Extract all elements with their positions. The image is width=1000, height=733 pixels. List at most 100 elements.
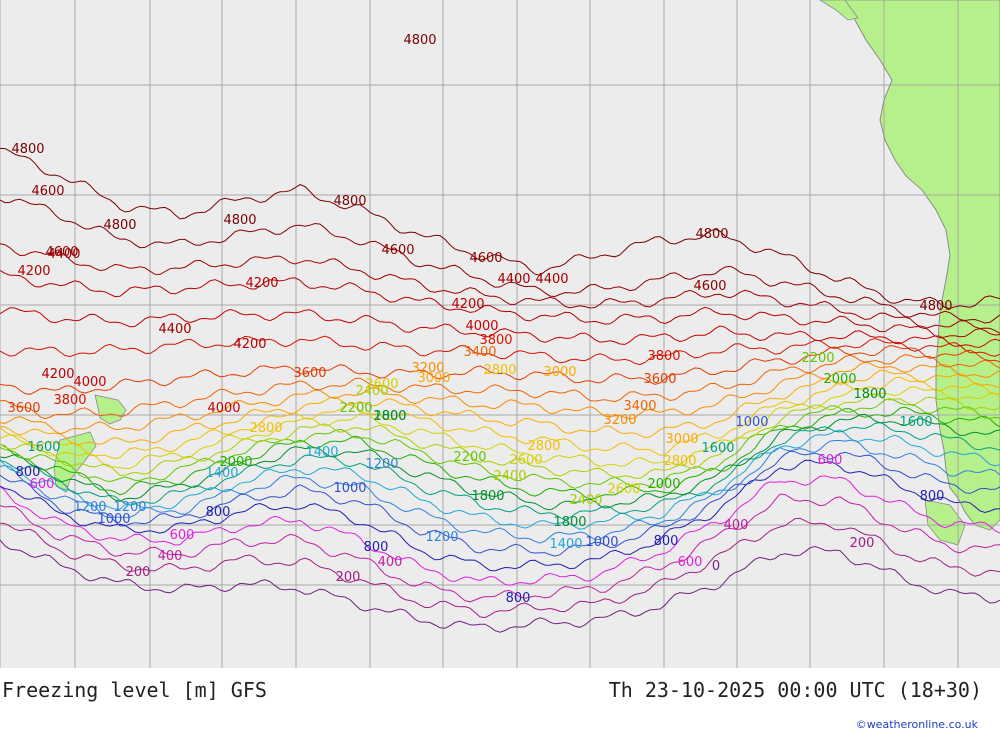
contour-label-0: 0	[712, 559, 720, 574]
contour-2000	[0, 406, 1000, 500]
contour-label-800: 800	[654, 534, 679, 549]
contour-label-2600: 2600	[365, 377, 398, 392]
contour-label-4400: 4400	[47, 247, 80, 262]
contour-2800	[0, 376, 1000, 460]
contour-lines	[0, 148, 1000, 633]
contour-label-200: 200	[336, 570, 361, 585]
contour-labels: 4800 4800 4800 4800 4800 4800 4800 4600 4600 4600…	[7, 33, 952, 606]
contour-label-3000: 3000	[665, 432, 698, 447]
central-america-land	[819, 0, 859, 21]
contour-label-2200: 2200	[453, 450, 486, 465]
contour-label-2200: 2200	[801, 351, 834, 366]
contour-label-2800: 2800	[483, 363, 516, 378]
contour-1600	[0, 421, 1000, 520]
contour-label-3600: 3600	[643, 372, 676, 387]
contour-label-4600: 4600	[381, 243, 414, 258]
contour-label-800: 800	[206, 505, 231, 520]
contour-label-1000: 1000	[333, 481, 366, 496]
contour-label-1000: 1000	[585, 535, 618, 550]
contour-label-4800: 4800	[919, 299, 952, 314]
contour-label-4200: 4200	[451, 297, 484, 312]
contour-label-1000: 1000	[735, 415, 768, 430]
contour-label-1000: 1000	[97, 512, 130, 527]
contour-label-4800: 4800	[11, 142, 44, 157]
coastlines	[854, 19, 976, 526]
contour-label-2600: 2600	[607, 482, 640, 497]
contour-4000	[0, 307, 1000, 348]
contour-label-1800: 1800	[553, 515, 586, 530]
credit-text[interactable]: ©weatheronline.co.uk	[856, 718, 979, 731]
contour-label-4400: 4400	[158, 322, 191, 337]
contour-800	[0, 459, 1000, 572]
contour-4400	[0, 243, 1000, 334]
contour-label-2800: 2800	[527, 439, 560, 454]
new-zealand-north	[94, 394, 127, 425]
contour-label-2000: 2000	[373, 409, 406, 424]
contour-label-1600: 1600	[701, 441, 734, 456]
contour-label-3000: 3000	[543, 365, 576, 380]
contour-label-4200: 4200	[41, 367, 74, 382]
footer-band	[0, 668, 1000, 733]
contour-label-1200: 1200	[73, 500, 106, 515]
contour-2400	[0, 393, 1000, 479]
contour-label-200: 200	[850, 536, 875, 551]
contour-label-4600: 4600	[31, 184, 64, 199]
contour-label-4000: 4000	[73, 375, 106, 390]
valid-time: Th 23-10-2025 00:00 UTC (18+30)	[609, 678, 982, 702]
contour-label-2400: 2400	[569, 493, 602, 508]
contour-3400	[0, 354, 1000, 420]
contour-label-2400: 2400	[493, 469, 526, 484]
contour-label-3800: 3800	[53, 393, 86, 408]
contour-label-4800: 4800	[403, 33, 436, 48]
contour-label-200: 200	[126, 565, 151, 580]
contour-label-4800: 4800	[223, 213, 256, 228]
contour-label-4200: 4200	[233, 337, 266, 352]
contour-label-600: 600	[170, 528, 195, 543]
contour-label-4400: 4400	[535, 272, 568, 287]
contour-label-3600: 3600	[7, 401, 40, 416]
contour-label-2800: 2800	[663, 454, 696, 469]
contour-400	[0, 493, 1000, 603]
contour-label-4600: 4600	[693, 279, 726, 294]
contour-label-4800: 4800	[695, 227, 728, 242]
contour-label-3200: 3200	[411, 361, 444, 376]
contour-label-3200: 3200	[603, 413, 636, 428]
contour-label-4800: 4800	[103, 218, 136, 233]
contour-label-1400: 1400	[549, 537, 582, 552]
contour-2600	[0, 386, 1000, 470]
contour-label-800: 800	[364, 540, 389, 555]
ocean-background	[0, 0, 1000, 668]
contour-label-600: 600	[30, 477, 55, 492]
contour-label-400: 400	[158, 549, 183, 564]
contour-600	[0, 475, 1000, 586]
contour-label-4400: 4400	[497, 272, 530, 287]
contour-4200	[0, 269, 1000, 339]
contour-label-4600: 4600	[469, 251, 502, 266]
contour-3000	[0, 369, 1000, 446]
contour-label-4200: 4200	[17, 264, 50, 279]
contour-label-2200: 2200	[339, 401, 372, 416]
contour-label-400: 400	[724, 518, 749, 533]
contour-label-4800: 4800	[333, 194, 366, 209]
map-title: Freezing level [m] GFS	[2, 678, 267, 702]
contour-label-1600: 1600	[27, 440, 60, 455]
contour-2200	[0, 398, 1000, 489]
contour-0	[0, 539, 1000, 633]
contour-1000	[0, 450, 1000, 557]
contour-label-1200: 1200	[365, 457, 398, 472]
contour-label-800: 800	[506, 591, 531, 606]
contour-1800	[0, 413, 1000, 511]
contour-1400	[0, 429, 1000, 530]
contour-label-4000: 4000	[465, 319, 498, 334]
contour-3800	[0, 335, 1000, 366]
contour-label-3400: 3400	[623, 399, 656, 414]
contour-label-1800: 1800	[373, 409, 406, 424]
contour-3600	[0, 345, 1000, 395]
contour-label-2000: 2000	[823, 372, 856, 387]
contour-label-3800: 3800	[647, 349, 680, 364]
contour-label-1400: 1400	[305, 445, 338, 460]
contour-label-800: 800	[16, 465, 41, 480]
contour-3200	[0, 361, 1000, 435]
contour-label-1200: 1200	[425, 530, 458, 545]
contour-label-1400: 1400	[205, 466, 238, 481]
